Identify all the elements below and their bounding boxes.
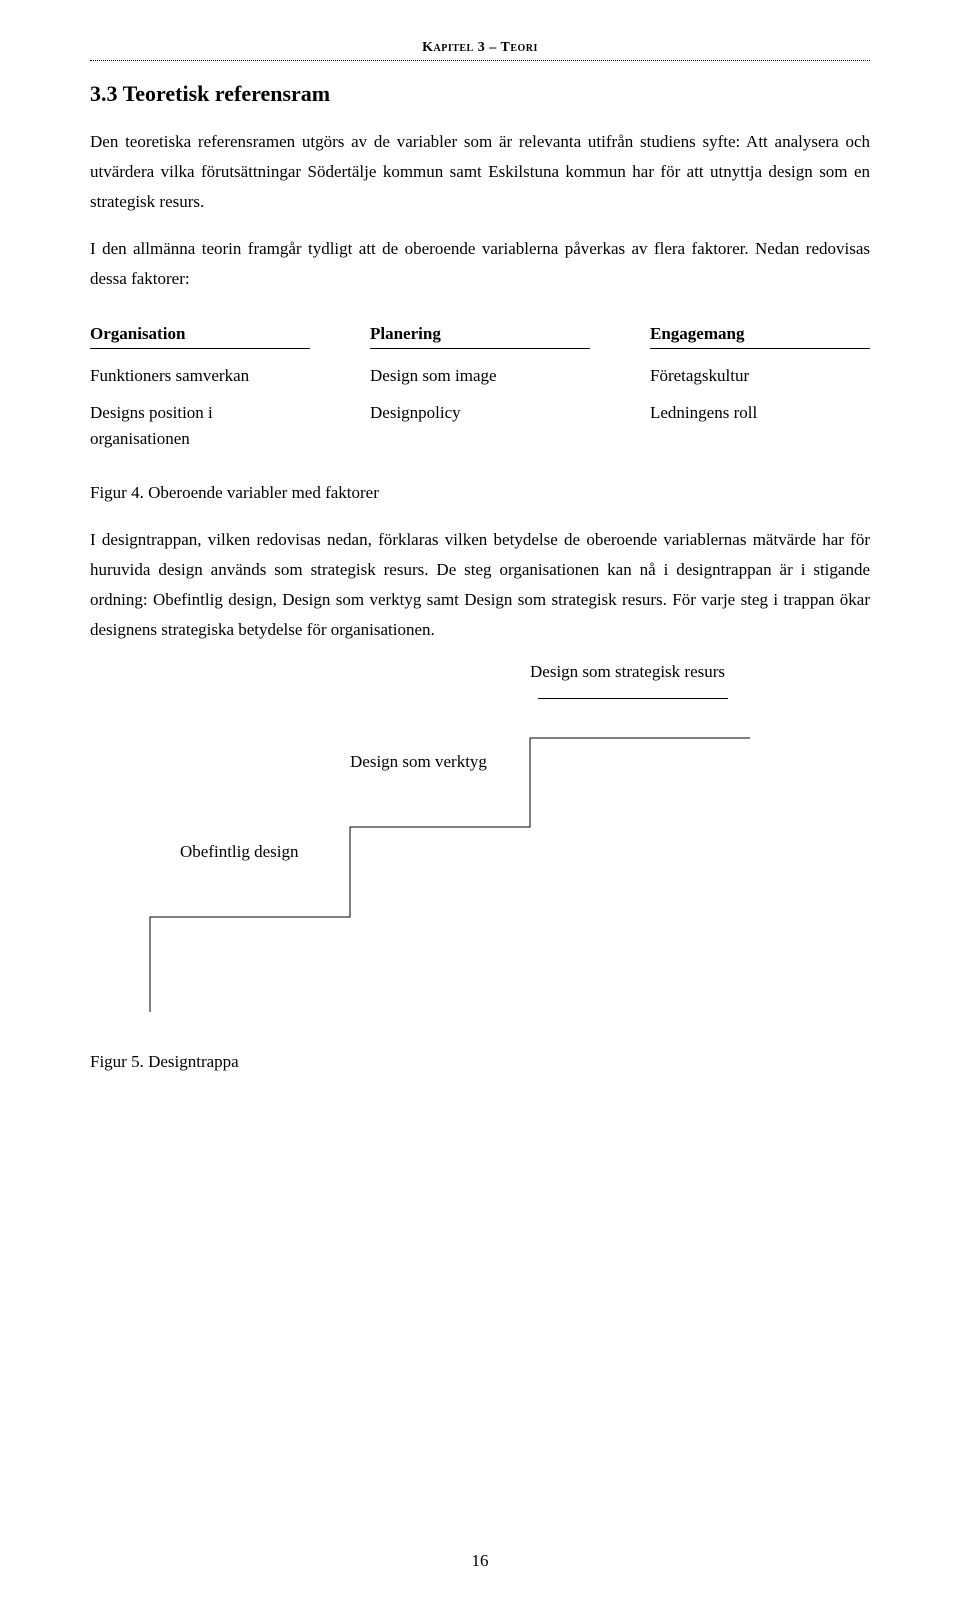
section-heading: Teoretisk referensram	[123, 81, 331, 106]
staircase-path	[150, 738, 750, 1012]
header-rule	[90, 60, 870, 61]
paragraph-3: I designtrappan, vilken redovisas nedan,…	[90, 525, 870, 644]
column-engagemang: Engagemang Företagskultur Ledningens rol…	[650, 324, 870, 464]
cell: Design som image	[370, 363, 590, 389]
column-organisation: Organisation Funktioners samverkan Desig…	[90, 324, 310, 464]
page-number: 16	[0, 1551, 960, 1571]
figure5-caption: Figur 5. Designtrappa	[90, 1052, 870, 1072]
column-header: Engagemang	[650, 324, 870, 349]
cell: Ledningens roll	[650, 400, 870, 426]
stair-step-3-label: Design som strategisk resurs	[530, 662, 725, 681]
column-header: Organisation	[90, 324, 310, 349]
paragraph-2: I den allmänna teorin framgår tydligt at…	[90, 234, 870, 294]
figure4-caption: Figur 4. Oberoende variabler med faktore…	[90, 483, 870, 503]
variables-table: Organisation Funktioners samverkan Desig…	[90, 324, 870, 464]
column-planering: Planering Design som image Designpolicy	[370, 324, 590, 464]
cell: Designs position i organisationen	[90, 400, 310, 451]
cell: Designpolicy	[370, 400, 590, 426]
section-number: 3.3	[90, 81, 118, 106]
chapter-header: Kapitel 3 – Teori	[90, 40, 870, 56]
design-staircase: Design som strategisk resurs Design som …	[90, 662, 870, 1022]
column-header: Planering	[370, 324, 590, 349]
section-title: 3.3 Teoretisk referensram	[90, 81, 870, 107]
paragraph-1: Den teoretiska referensramen utgörs av d…	[90, 127, 870, 216]
cell: Funktioners samverkan	[90, 363, 310, 389]
staircase-svg	[90, 692, 850, 1012]
page: Kapitel 3 – Teori 3.3 Teoretisk referens…	[0, 0, 960, 1603]
cell: Företagskultur	[650, 363, 870, 389]
